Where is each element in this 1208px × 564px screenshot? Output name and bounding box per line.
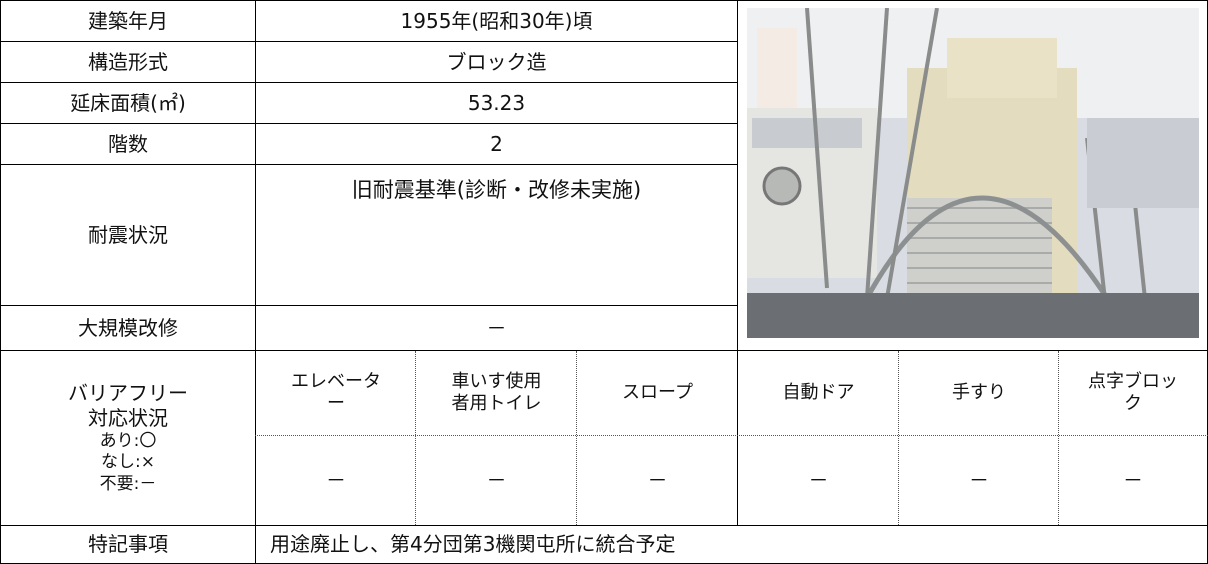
rule (0, 0, 1, 564)
barrier-value: － (647, 468, 668, 492)
barrier-item: 手すり (952, 381, 1006, 403)
barrier-item: 点字ブロック (1088, 370, 1178, 415)
rule (415, 351, 416, 525)
rule (0, 164, 737, 165)
rule (576, 351, 577, 525)
notes-value: 用途廃止し、第4分団第3機関屯所に統合予定 (270, 532, 676, 556)
rule (0, 525, 1208, 526)
rule (737, 0, 738, 525)
rule (0, 350, 1208, 351)
barrier-heading: 対応状況 (88, 406, 168, 431)
row-label: 階数 (108, 131, 148, 156)
row-label: 構造形式 (88, 49, 168, 74)
row-value: － (486, 315, 507, 340)
rule (0, 305, 737, 306)
rule (255, 0, 256, 564)
barrier-item: エレベーター (291, 370, 381, 415)
row-value: 53.23 (467, 90, 526, 115)
barrier-value: － (1123, 468, 1143, 492)
barrier-legend: あり:〇 (99, 431, 157, 452)
barrier-value: － (326, 468, 346, 492)
barrier-legend: なし:× (101, 452, 155, 473)
barrier-value: － (808, 468, 829, 492)
barrier-value: － (486, 468, 507, 492)
rule (0, 41, 737, 42)
rule (0, 82, 737, 83)
barrier-value: － (969, 468, 989, 492)
row-label: 延床面積(㎡) (70, 90, 186, 115)
barrier-item: 自動ドア (782, 381, 855, 403)
row-label: 耐震状況 (88, 222, 168, 247)
barrier-heading: バリアフリー (68, 381, 188, 406)
barrier-item: スロープ (622, 381, 693, 403)
row-value: 2 (490, 131, 503, 156)
building-photo (747, 8, 1199, 338)
row-label: 建築年月 (88, 8, 168, 33)
row-label: 大規模改修 (78, 315, 178, 340)
notes-label: 特記事項 (88, 532, 168, 556)
barrier-item: 車いす使用者用トイレ (451, 370, 542, 415)
rule (0, 0, 1208, 1)
rule (898, 351, 899, 525)
barrier-legend: 不要:－ (99, 473, 157, 494)
row-value: 旧耐震基準(診断・改修未実施) (351, 178, 642, 202)
rule (0, 123, 737, 124)
row-value: 1955年(昭和30年)頃 (400, 8, 593, 33)
rule (255, 435, 1208, 436)
row-value: ブロック造 (446, 49, 547, 74)
barrier-label: バリアフリー 対応状況 あり:〇 なし:× 不要:－ (1, 351, 255, 525)
rule (1058, 351, 1059, 525)
